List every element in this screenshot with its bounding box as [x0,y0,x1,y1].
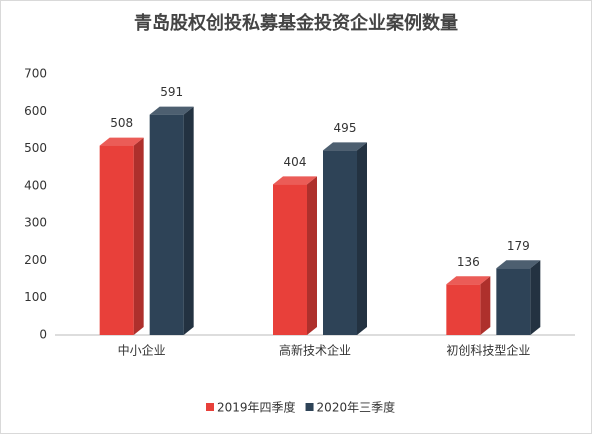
bar-top [99,137,144,146]
value-label: 179 [507,239,530,253]
bar-side [480,276,491,335]
bar-side [133,137,144,335]
x-tick-label: 高新技术企业 [279,343,351,358]
bar [149,114,184,336]
value-label: 495 [334,121,357,135]
bar [323,150,357,335]
y-tick-label: 200 [24,253,47,267]
bar [273,184,307,335]
y-tick-label: 700 [24,67,47,81]
bar-side [183,106,194,336]
bar [99,145,134,335]
chart-title: 青岛股权创投私募基金投资企业案例数量 [134,12,458,34]
bar-top [496,260,541,269]
legend-label: 2020年三季度 [317,400,396,415]
y-tick-label: 600 [24,104,47,118]
value-label: 404 [284,155,307,169]
value-label: 591 [160,85,183,99]
x-tick-label: 初创科技型企业 [446,343,530,358]
bar-side [357,142,367,335]
y-tick-label: 400 [24,178,47,192]
legend-swatch [206,403,214,411]
bar-side [530,260,541,335]
value-label: 136 [457,255,480,269]
x-tick-label: 中小企业 [118,343,166,358]
y-tick-label: 500 [24,141,47,155]
bar-side [307,176,317,335]
y-tick-label: 0 [39,328,47,342]
bar-top [149,106,194,115]
y-tick-label: 300 [24,216,47,230]
legend-swatch [305,403,314,411]
bar [446,284,481,335]
legend-label: 2019年四季度 [217,400,296,415]
y-tick-label: 100 [24,290,47,304]
bar-top [273,176,317,185]
bar [496,268,531,335]
bar-top [323,142,367,151]
value-label: 508 [110,116,133,130]
bar-top [446,276,491,285]
